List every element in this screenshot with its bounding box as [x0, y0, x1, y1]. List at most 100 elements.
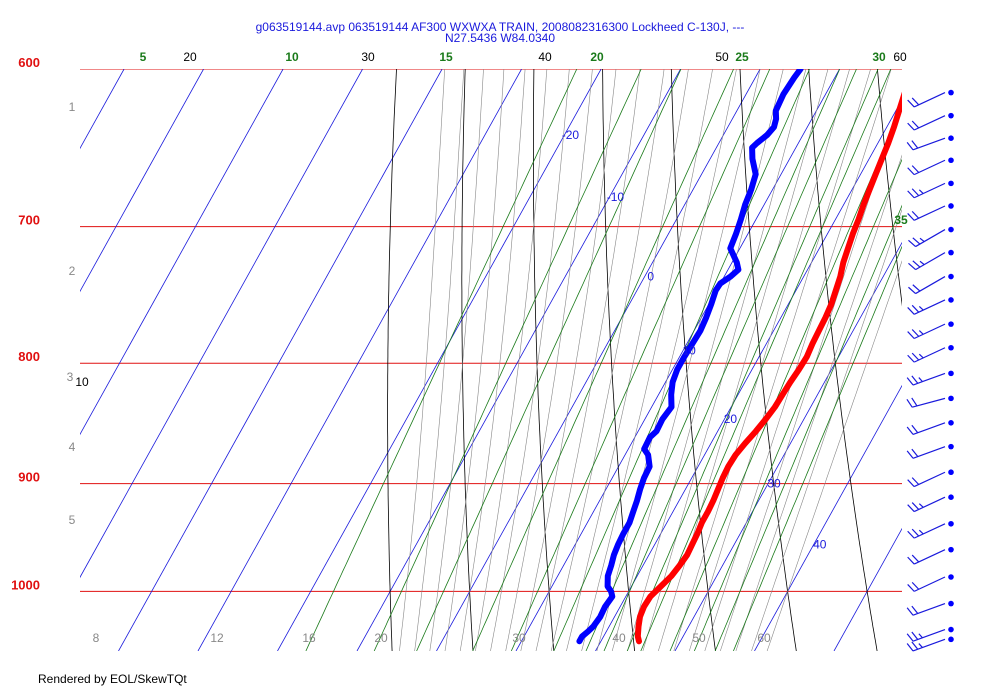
wind-barb-15 [908, 273, 954, 295]
barb-staff [912, 397, 946, 408]
barb-flag [907, 530, 915, 539]
barb-dot [948, 203, 954, 209]
dry-adiabat-line [946, 69, 1000, 651]
dry-adiabat-label-2: 40 [538, 50, 552, 64]
barb-flag [907, 354, 915, 363]
barb-half-flag [919, 237, 925, 243]
moist-adiabat-line [550, 69, 665, 651]
barb-staff [912, 628, 946, 642]
barb-dot [948, 469, 954, 476]
barb-flag [906, 142, 914, 151]
height-label-3: 3 [67, 370, 74, 384]
barb-flag [907, 504, 915, 512]
barb-dot [948, 249, 954, 256]
barb-flag [911, 448, 919, 457]
barb-staff [913, 471, 946, 488]
footer-credit: Rendered by EOL/SkewTQt [38, 672, 187, 686]
isotherm-label-4: 20 [724, 412, 738, 426]
mixing-ratio-label-3: 20 [590, 50, 604, 64]
mixing-ratio-label-4: 25 [735, 50, 749, 64]
height-label-4: 4 [69, 440, 76, 454]
moist-adiabat-line [520, 69, 617, 651]
barb-staff [912, 422, 946, 435]
barb-dot [948, 89, 954, 96]
wind-barb-16 [908, 249, 954, 271]
barb-staff [913, 182, 946, 199]
mixing-ratio-label-side: 35 [894, 213, 908, 227]
isotherm-line [833, 527, 902, 651]
mixing-ratio-line [693, 158, 902, 651]
barb-flag [906, 633, 914, 642]
dry-adiabat-line [877, 69, 902, 307]
barb-flag [908, 286, 916, 294]
barb-staff [913, 115, 946, 131]
pressure-label-1000: 1000 [11, 577, 40, 592]
wind-barb-20 [907, 157, 954, 176]
barb-staff [915, 229, 946, 248]
pressure-label-600: 600 [18, 55, 40, 70]
mixing-ratio-line [472, 69, 734, 651]
wind-barb-8 [906, 443, 954, 459]
mixing-ratio-line [305, 69, 578, 651]
barb-flag [911, 97, 920, 106]
moist-adiabat-line [414, 69, 465, 651]
barb-half-flag [918, 643, 923, 648]
barb-staff [913, 205, 946, 221]
chart-title: g063519144.avp 063519144 AF300 WXWXA TRA… [256, 20, 745, 34]
wind-barb-17 [908, 226, 954, 248]
barb-dot [948, 395, 954, 402]
bottom-temp-label-4: 30 [512, 631, 526, 645]
barb-staff [912, 603, 946, 616]
moist-adiabat-line [490, 69, 570, 651]
barb-dot [948, 419, 954, 426]
axis-labels: 600 700 800 900 1000 -20 -10 0 10 20 30 40 20 30 40 50 6… [11, 50, 908, 645]
barb-flag [907, 479, 915, 488]
mixing-ratio-line [585, 69, 841, 651]
wind-barb-18 [907, 203, 954, 221]
barb-flag [912, 260, 921, 268]
wind-barb-2 [906, 600, 954, 616]
wind-barb-22 [907, 112, 954, 131]
barb-dot [948, 112, 954, 119]
barb-flag [911, 554, 920, 563]
isotherm-line [277, 69, 602, 651]
wind-barb-9 [906, 419, 954, 435]
barb-flag [911, 188, 920, 197]
bottom-temp-label-6: 50 [692, 631, 706, 645]
barb-staff [912, 638, 946, 652]
dewpoint-trace [576, 69, 804, 645]
temperature-trace [634, 91, 902, 645]
barb-dot [948, 273, 954, 280]
isotherm-line [80, 69, 363, 579]
mixing-ratio-label-2: 15 [439, 50, 453, 64]
barb-flag [907, 213, 915, 221]
dry-adiabat-line [670, 69, 716, 651]
barb-flag [911, 581, 920, 590]
moist-adiabat-line [475, 69, 548, 651]
dry-adiabat-label-1: 30 [361, 50, 375, 64]
barb-half-flag [918, 633, 923, 639]
barb-flag [906, 643, 914, 652]
barb-dot [948, 297, 954, 303]
barb-flag [911, 375, 919, 384]
isotherm-label-2: 0 [647, 270, 654, 284]
barb-dot [948, 626, 954, 633]
barb-flag [911, 605, 919, 614]
dry-adiabat-label-4: 60 [893, 50, 907, 64]
barb-flag [907, 167, 915, 176]
moist-adiabat-line [642, 69, 807, 651]
moist-adiabat-line [505, 69, 593, 651]
barb-flag [911, 424, 919, 434]
wind-barb-5 [907, 520, 954, 539]
bottom-temp-label-3: 20 [374, 631, 388, 645]
barb-staff [915, 276, 946, 295]
barb-dot [948, 574, 954, 580]
barb-staff [913, 347, 946, 363]
barb-staff [913, 323, 946, 340]
wind-barb-11 [906, 370, 954, 386]
mixing-ratio-line [416, 69, 682, 651]
dry-adiabat-line [739, 69, 797, 651]
wind-barb-21 [906, 135, 954, 151]
moist-adiabat-line [689, 69, 871, 651]
barb-dot [948, 344, 954, 351]
